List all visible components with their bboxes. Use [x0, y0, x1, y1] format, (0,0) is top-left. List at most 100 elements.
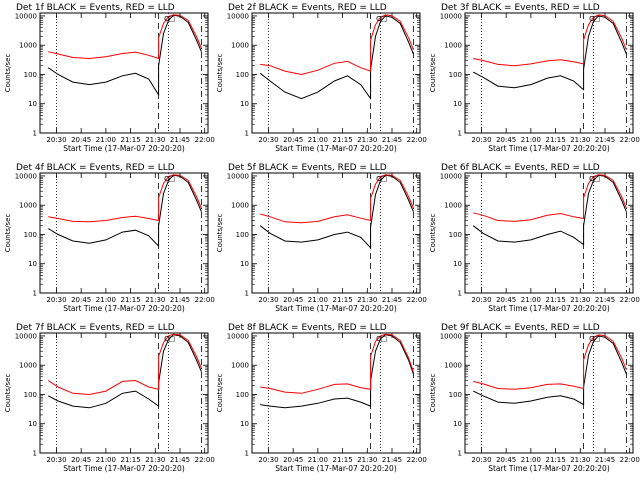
y-tick-label: 10000	[440, 332, 462, 340]
panel-det-2: Det 2f BLACK = Events, RED = LLD Counts/s…	[216, 3, 427, 153]
y-tick-label: 1	[458, 290, 462, 298]
series-lld-line	[260, 174, 414, 224]
top-marker: □	[168, 335, 175, 343]
y-tick-label: 1000	[19, 362, 37, 370]
panel-title: Det 8f BLACK = Events, RED = LLD	[228, 323, 387, 333]
y-tick-label: 100	[24, 231, 37, 239]
top-marker: O	[589, 175, 595, 183]
panel-det-6: Det 6f BLACK = Events, RED = LLD Counts/s…	[429, 163, 640, 313]
top-marker: O	[164, 15, 170, 23]
x-tick-label: 20:30	[258, 296, 278, 304]
x-tick-label: 20:45	[283, 456, 303, 464]
y-axis-label: Counts/sec	[4, 374, 12, 413]
panel-det-4: Det 4f BLACK = Events, RED = LLD Counts/s…	[4, 163, 215, 313]
x-tick-label: 20:45	[71, 456, 91, 464]
y-axis-label: Counts/sec	[429, 214, 437, 253]
y-tick-label: 1	[33, 130, 37, 138]
series-lld-line	[260, 333, 414, 394]
y-tick-label: 10000	[227, 172, 249, 180]
y-tick-label: 10	[240, 420, 249, 428]
top-marker: O	[376, 335, 382, 343]
x-tick-label: 21:15	[545, 296, 565, 304]
y-tick-label: 100	[449, 231, 462, 239]
x-axis-label: Start Time (17-Mar-07 20:20:20)	[63, 304, 185, 313]
x-tick-label: 20:30	[471, 136, 491, 144]
y-tick-label: 1	[33, 290, 37, 298]
series-events-line	[260, 334, 414, 409]
panel-det-8: Det 8f BLACK = Events, RED = LLD Counts/s…	[216, 323, 427, 473]
y-tick-label: 1000	[231, 362, 249, 370]
x-tick-label: 21:30	[357, 456, 377, 464]
x-tick-label: 20:45	[283, 136, 303, 144]
x-axis-label: Start Time (17-Mar-07 20:20:20)	[275, 464, 397, 473]
plot-frame	[39, 172, 209, 294]
y-tick-label: 10	[240, 100, 249, 108]
y-tick-label: 10000	[227, 332, 249, 340]
x-tick-label: 22:00	[620, 296, 640, 304]
x-tick-label: 21:00	[521, 456, 541, 464]
panel-title: Det 3f BLACK = Events, RED = LLD	[441, 3, 600, 13]
y-tick-label: 10	[28, 100, 37, 108]
panel-title: Det 7f BLACK = Events, RED = LLD	[16, 323, 175, 333]
x-tick-label: 21:45	[595, 456, 615, 464]
x-tick-label: 21:15	[332, 136, 352, 144]
y-tick-label: 1	[33, 450, 37, 458]
x-tick-label: 21:00	[96, 456, 116, 464]
series-lld-line	[48, 174, 202, 223]
top-marker: O	[376, 15, 382, 23]
x-tick-label: 20:30	[46, 456, 66, 464]
x-tick-label: 21:15	[545, 456, 565, 464]
panel-title: Det 5f BLACK = Events, RED = LLD	[228, 163, 387, 173]
series-events-line	[259, 15, 414, 101]
x-tick-label: 20:45	[496, 136, 516, 144]
x-tick-label: 22:00	[620, 136, 640, 144]
top-marker: □	[168, 15, 175, 23]
series-events-line	[259, 174, 414, 250]
top-marker: □	[593, 175, 600, 183]
panel-title: Det 1f BLACK = Events, RED = LLD	[16, 3, 175, 13]
x-tick-label: 21:00	[308, 136, 328, 144]
x-tick-label: 21:15	[120, 296, 140, 304]
y-tick-label: 1000	[19, 42, 37, 50]
x-tick-label: 21:00	[521, 136, 541, 144]
y-tick-label: 100	[24, 391, 37, 399]
x-axis-label: Start Time (17-Mar-07 20:20:20)	[488, 464, 610, 473]
y-tick-label: 1	[245, 450, 249, 458]
x-tick-label: 21:15	[120, 136, 140, 144]
y-tick-label: 100	[24, 71, 37, 79]
y-axis-label: Counts/sec	[216, 374, 224, 413]
top-marker: O	[589, 15, 595, 23]
x-axis-label: Start Time (17-Mar-07 20:20:20)	[488, 144, 610, 153]
x-axis-label: Start Time (17-Mar-07 20:20:20)	[63, 464, 185, 473]
x-tick-label: 21:45	[170, 296, 190, 304]
series-lld-line	[473, 14, 627, 67]
series-lld-line	[473, 174, 627, 222]
plot-frame	[464, 332, 634, 454]
x-tick-label: 22:00	[195, 456, 215, 464]
x-tick-label: 22:00	[407, 456, 427, 464]
x-axis-label: Start Time (17-Mar-07 20:20:20)	[275, 304, 397, 313]
y-tick-label: 1000	[444, 42, 462, 50]
x-tick-label: 21:45	[382, 296, 402, 304]
x-tick-label: 20:30	[46, 136, 66, 144]
y-axis-label: Counts/sec	[216, 54, 224, 93]
x-tick-label: 21:45	[382, 136, 402, 144]
panel-det-1: Det 1f BLACK = Events, RED = LLD Counts/s…	[4, 3, 215, 153]
panel-title: Det 4f BLACK = Events, RED = LLD	[16, 163, 175, 173]
x-tick-label: 21:30	[570, 456, 590, 464]
y-tick-label: 10000	[15, 172, 37, 180]
panel-det-9: Det 9f BLACK = Events, RED = LLD Counts/s…	[429, 323, 640, 473]
y-tick-label: 100	[449, 71, 462, 79]
top-marker: □	[593, 15, 600, 23]
x-tick-label: 20:30	[258, 136, 278, 144]
plot-frame	[251, 12, 421, 134]
x-tick-label: 21:45	[170, 456, 190, 464]
y-tick-label: 1000	[19, 202, 37, 210]
y-tick-label: 10	[240, 260, 249, 268]
y-tick-label: 1	[245, 290, 249, 298]
x-tick-label: 22:00	[195, 136, 215, 144]
x-tick-label: 20:45	[496, 456, 516, 464]
x-tick-label: 21:45	[595, 136, 615, 144]
y-tick-label: 1	[245, 130, 249, 138]
